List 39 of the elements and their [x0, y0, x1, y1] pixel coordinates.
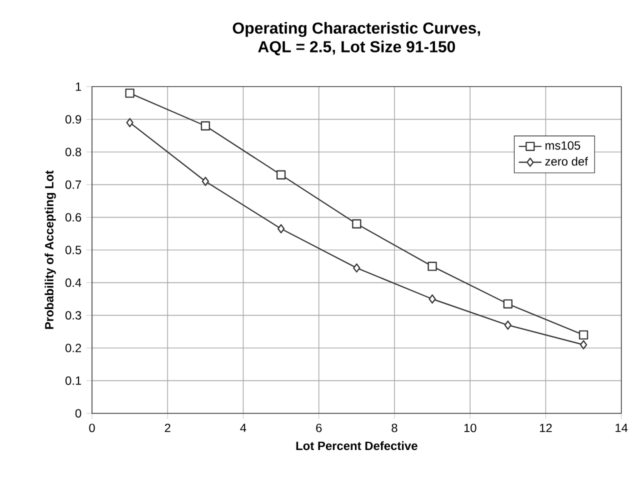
x-tick-label: 0	[89, 424, 95, 432]
chart-subtitle: AQL = 2.5, Lot Size 91-150	[258, 40, 456, 56]
point	[352, 219, 362, 228]
point	[200, 121, 210, 130]
x-tick-label: 10	[464, 424, 476, 432]
y-axis-title: Probability of Accepting Lot	[44, 170, 56, 329]
y-tick-label: 0.9	[65, 115, 82, 124]
point	[277, 224, 285, 234]
point	[353, 263, 360, 273]
x-tick-label: 8	[392, 424, 398, 432]
y-tick-label: 0.2	[65, 344, 82, 352]
y-tick-label: 0.3	[65, 311, 82, 320]
x-tick-label: 6	[316, 424, 322, 432]
legend-label: ms105	[546, 141, 580, 150]
legend-label: zero def	[545, 156, 588, 166]
point	[580, 340, 588, 350]
y-tick-label: 0.5	[65, 246, 82, 254]
x-tick-label: 12	[540, 424, 552, 432]
x-tick-label: 14	[616, 424, 628, 432]
y-tick-label: 0.4	[65, 278, 82, 287]
x-axis-title: Lot Percent Defective	[296, 441, 418, 450]
point	[504, 320, 512, 330]
y-tick-label: 0.7	[65, 180, 82, 189]
x-tick-label: 4	[240, 424, 246, 432]
chart-title: Operating Characteristic Curves,	[232, 22, 480, 37]
point	[126, 118, 134, 128]
point	[202, 176, 210, 186]
y-tick-label: 1	[76, 82, 82, 91]
y-tick-label: 0.6	[65, 213, 82, 222]
x-tick-label: 2	[164, 424, 170, 432]
y-tick-label: 0.8	[65, 148, 82, 156]
y-tick-label: 0	[75, 409, 82, 418]
point	[428, 262, 437, 271]
point	[428, 294, 436, 304]
y-tick-label: 0.1	[65, 376, 82, 385]
point	[276, 170, 286, 180]
point	[503, 299, 512, 308]
point	[578, 330, 588, 340]
point	[125, 88, 134, 98]
